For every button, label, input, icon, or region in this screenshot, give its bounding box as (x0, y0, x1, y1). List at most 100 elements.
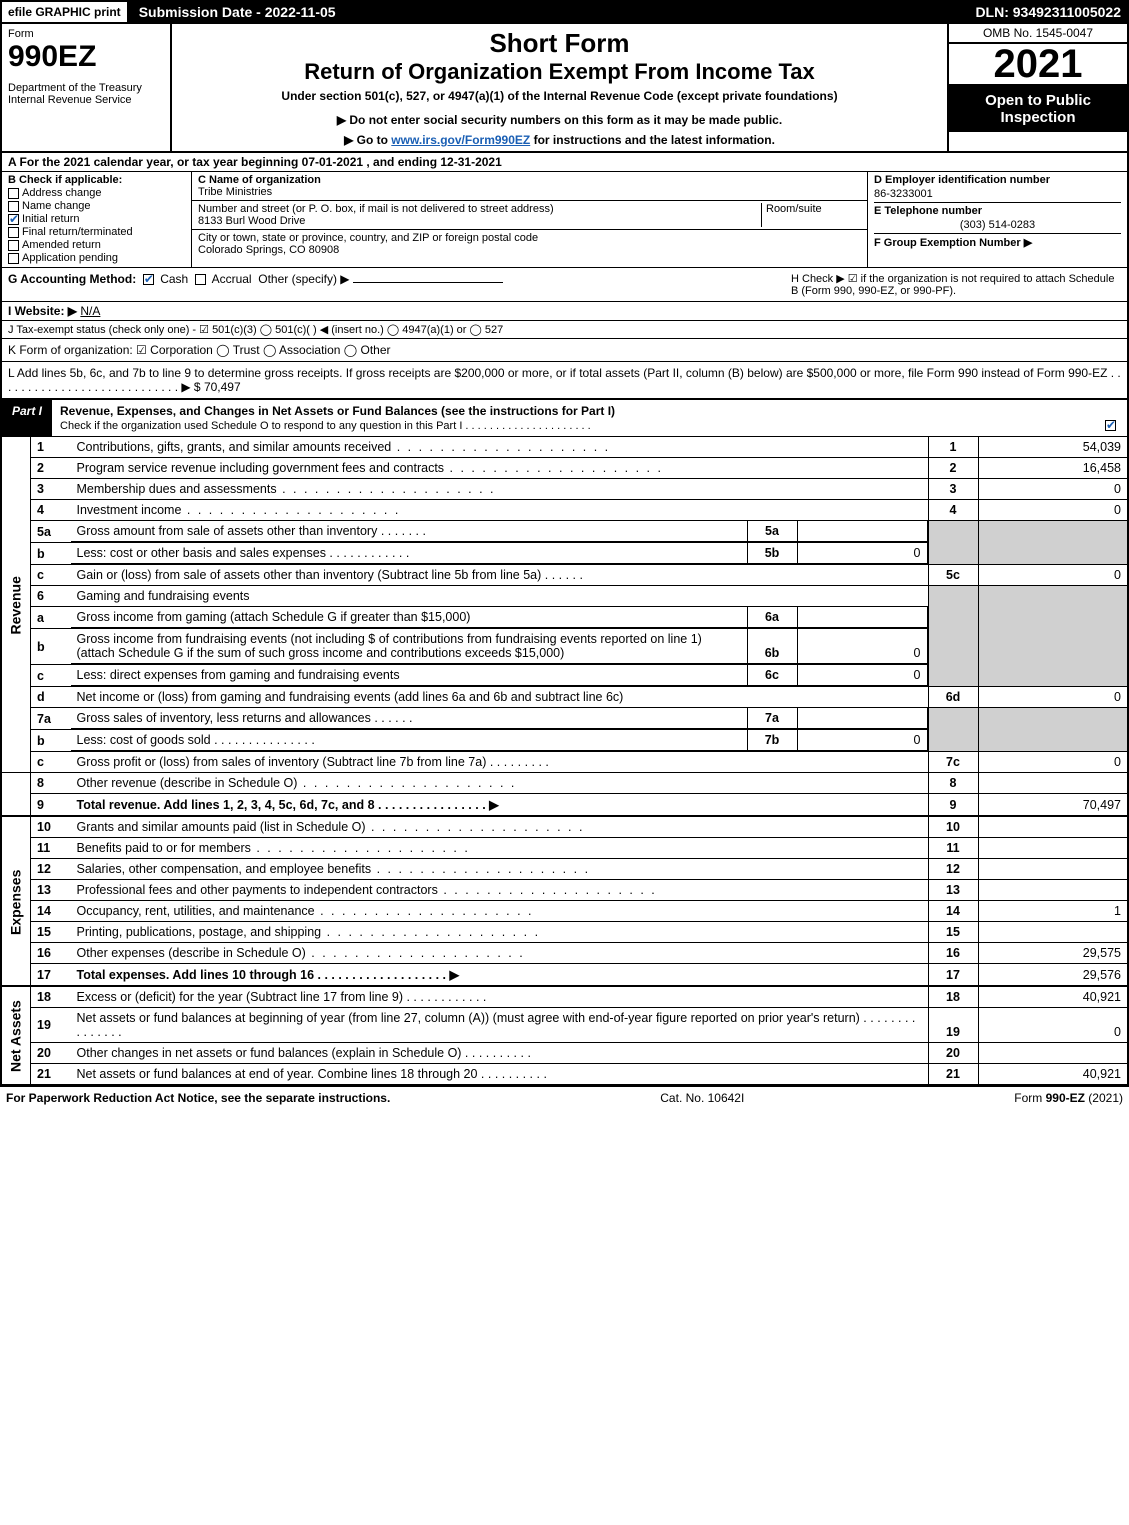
line-7b-sub: 7b (747, 730, 797, 751)
line-1-desc: Contributions, gifts, grants, and simila… (71, 437, 929, 458)
chk-cash[interactable] (143, 274, 154, 285)
line-9-val: 70,497 (978, 794, 1128, 817)
shade-7v (978, 708, 1128, 752)
line-18-desc: Excess or (deficit) for the year (Subtra… (71, 987, 929, 1008)
return-title: Return of Organization Exempt From Incom… (180, 59, 939, 85)
line-5c-desc: Gain or (loss) from sale of assets other… (71, 565, 929, 586)
expenses-table: Expenses 10 Grants and similar amounts p… (0, 817, 1129, 987)
line-6a-num: a (31, 607, 71, 629)
row-gh: G Accounting Method: Cash Accrual Other … (0, 268, 1129, 302)
line-11-val (978, 838, 1128, 859)
line-20-num: 20 (31, 1043, 71, 1064)
row-l-amount: 70,497 (204, 380, 241, 394)
chk-schedule-o[interactable] (1105, 420, 1116, 431)
line-7c-desc: Gross profit or (loss) from sales of inv… (71, 752, 929, 773)
line-8-desc: Other revenue (describe in Schedule O) (71, 773, 929, 794)
line-12-desc: Salaries, other compensation, and employ… (71, 859, 929, 880)
shade-5 (928, 521, 978, 565)
line-2-val: 16,458 (978, 458, 1128, 479)
line-17-col: 17 (928, 964, 978, 987)
line-4-val: 0 (978, 500, 1128, 521)
line-3-val: 0 (978, 479, 1128, 500)
line-1-val: 54,039 (978, 437, 1128, 458)
ein: 86-3233001 (874, 186, 1121, 202)
part1-header: Part I Revenue, Expenses, and Changes in… (0, 400, 1129, 437)
line-5c-num: c (31, 565, 71, 586)
line-10-num: 10 (31, 817, 71, 838)
row-i: I Website: ▶ N/A (0, 302, 1129, 321)
irs-link[interactable]: www.irs.gov/Form990EZ (391, 133, 530, 147)
line-9-num: 9 (31, 794, 71, 817)
chk-initial-return[interactable]: Initial return (8, 213, 185, 225)
row-k: K Form of organization: ☑ Corporation ◯ … (0, 339, 1129, 362)
line-6-desc: Gaming and fundraising events (71, 586, 929, 607)
line-17-desc: Total expenses. Add lines 10 through 16 … (71, 964, 929, 987)
line-8-num: 8 (31, 773, 71, 794)
part1-sub: Check if the organization used Schedule … (60, 420, 591, 432)
efile-print-label[interactable]: efile GRAPHIC print (2, 5, 127, 19)
line-6a-subval (797, 607, 927, 628)
line-6d-val: 0 (978, 687, 1128, 708)
goto-post: for instructions and the latest informat… (530, 133, 775, 147)
identity-row: B Check if applicable: Address change Na… (0, 172, 1129, 268)
line-21-num: 21 (31, 1064, 71, 1086)
line-5c-val: 0 (978, 565, 1128, 586)
tax-year: 2021 (949, 44, 1127, 84)
omb-number: OMB No. 1545-0047 (949, 24, 1127, 44)
goto-line: ▶ Go to www.irs.gov/Form990EZ for instru… (180, 133, 939, 147)
line-6c-num: c (31, 665, 71, 687)
line-7c-col: 7c (928, 752, 978, 773)
line-12-col: 12 (928, 859, 978, 880)
footer-right: Form 990-EZ (2021) (1014, 1091, 1123, 1105)
chk-address-change[interactable]: Address change (8, 187, 185, 199)
line-19-col: 19 (928, 1008, 978, 1043)
chk-name-change[interactable]: Name change (8, 200, 185, 212)
section-c: C Name of organization Tribe Ministries … (192, 172, 867, 267)
line-20-col: 20 (928, 1043, 978, 1064)
line-19-val: 0 (978, 1008, 1128, 1043)
line-13-val (978, 880, 1128, 901)
line-16-col: 16 (928, 943, 978, 964)
line-6c-sub: 6c (747, 665, 797, 686)
line-6b-sub: 6b (747, 629, 797, 664)
line-21-val: 40,921 (978, 1064, 1128, 1086)
line-18-num: 18 (31, 987, 71, 1008)
accrual-label: Accrual (212, 272, 252, 286)
ssn-warning: ▶ Do not enter social security numbers o… (180, 113, 939, 127)
line-4-col: 4 (928, 500, 978, 521)
chk-accrual[interactable] (195, 274, 206, 285)
street-label: Number and street (or P. O. box, if mail… (198, 203, 554, 215)
line-7b-num: b (31, 730, 71, 752)
line-10-val (978, 817, 1128, 838)
line-13-col: 13 (928, 880, 978, 901)
line-15-num: 15 (31, 922, 71, 943)
line-3-num: 3 (31, 479, 71, 500)
line-5a-subval (797, 521, 927, 542)
revenue-side-cont (1, 773, 31, 817)
chk-final-return[interactable]: Final return/terminated (8, 226, 185, 238)
org-name: Tribe Ministries (198, 186, 272, 198)
netassets-table: Net Assets 18 Excess or (deficit) for th… (0, 987, 1129, 1086)
telephone: (303) 514-0283 (874, 217, 1121, 233)
line-15-desc: Printing, publications, postage, and shi… (71, 922, 929, 943)
line-15-col: 15 (928, 922, 978, 943)
shade-6v (978, 586, 1128, 687)
chk-amended-return[interactable]: Amended return (8, 239, 185, 251)
row-l: L Add lines 5b, 6c, and 7b to line 9 to … (0, 362, 1129, 400)
line-8-col: 8 (928, 773, 978, 794)
line-7c-num: c (31, 752, 71, 773)
section-b-label: B Check if applicable: (8, 174, 185, 186)
revenue-table: Revenue 1 Contributions, gifts, grants, … (0, 437, 1129, 817)
chk-application-pending[interactable]: Application pending (8, 252, 185, 264)
submission-date: Submission Date - 2022-11-05 (129, 4, 346, 20)
line-19-num: 19 (31, 1008, 71, 1043)
line-3-desc: Membership dues and assessments (71, 479, 929, 500)
goto-pre: ▶ Go to (344, 133, 391, 147)
line-12-num: 12 (31, 859, 71, 880)
city: Colorado Springs, CO 80908 (198, 244, 339, 256)
line-1-num: 1 (31, 437, 71, 458)
line-14-desc: Occupancy, rent, utilities, and maintena… (71, 901, 929, 922)
dln: DLN: 93492311005022 (975, 4, 1129, 20)
line-5b-desc: Less: cost or other basis and sales expe… (71, 543, 748, 564)
line-7a-desc: Gross sales of inventory, less returns a… (71, 708, 748, 729)
